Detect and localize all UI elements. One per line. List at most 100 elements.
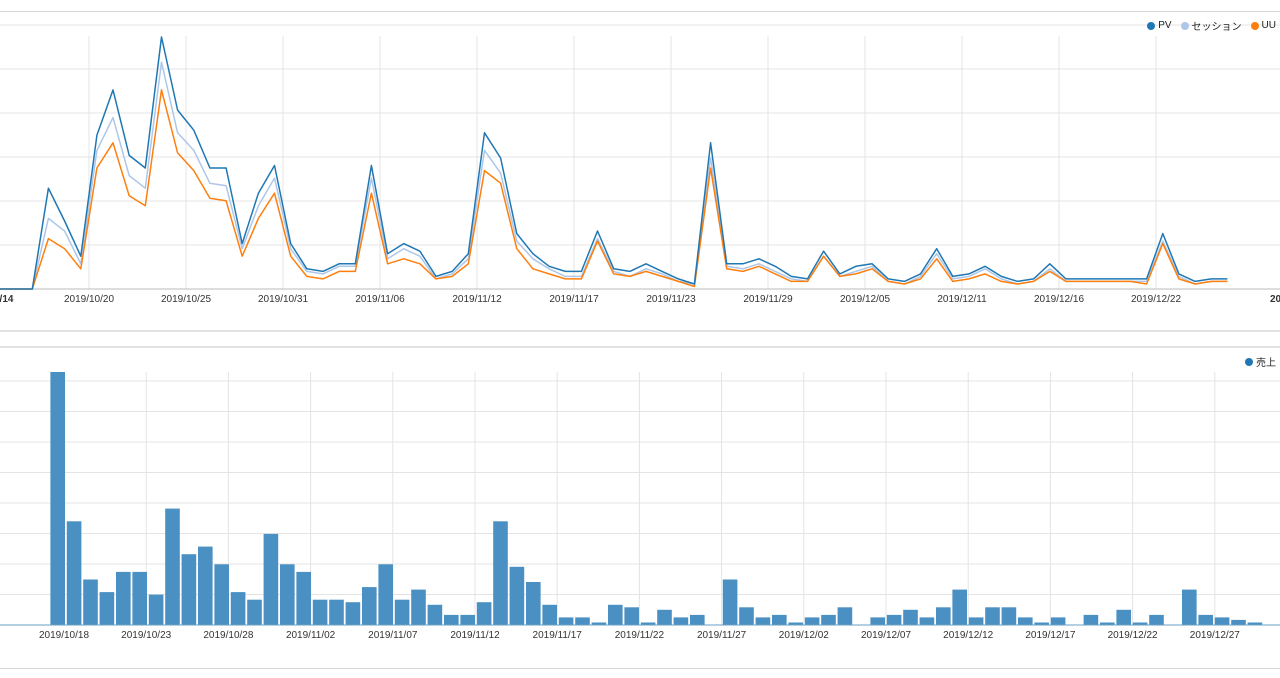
sales-bar[interactable] [296,571,311,625]
x-tick-label: 2019/12/17 [1025,630,1075,641]
sales-bar[interactable] [788,622,803,626]
sales-bar[interactable] [673,617,689,625]
sales-bar[interactable] [50,372,65,625]
sales-bar[interactable] [345,602,361,625]
x-tick-label: 2019/10/28 [203,630,253,641]
sales-bar[interactable] [772,614,787,625]
x-tick-label: 2019/10/18 [39,630,89,641]
series-line-uu [0,89,1228,290]
legend-dot-pv [1147,21,1156,30]
sales-bar[interactable] [411,589,426,625]
sales-bar[interactable] [263,533,279,625]
sales-bar[interactable] [214,564,229,625]
sales-bar[interactable] [870,617,885,625]
x-tick-label: 2019/12/05 [840,294,890,305]
sales-bar[interactable] [1050,617,1066,625]
sales-bar[interactable] [1018,617,1033,625]
x-tick-label: 2019/11/07 [368,630,418,641]
legend-item-uu[interactable]: UU [1250,20,1276,31]
sales-bar[interactable] [591,622,607,626]
sales-bar[interactable] [755,617,771,625]
sales-bar[interactable] [821,614,836,625]
sales-bar[interactable] [1132,622,1148,626]
sales-bar[interactable] [460,614,475,625]
x-tick-label: 2019/11/29 [743,294,793,305]
x-tick-label: 2019/11/12 [452,294,502,305]
x-tick-label: 2019/11/12 [450,630,500,641]
sales-bar[interactable] [542,604,557,625]
sales-bar[interactable] [394,599,410,625]
x-tick-label: 2019/12/27 [1190,630,1240,641]
sales-bar[interactable] [181,554,197,625]
x-tick-label: 2019/12/16 [1034,294,1084,305]
sales-bar[interactable] [148,594,164,625]
sales-bar[interactable] [1116,609,1131,625]
sales-bar[interactable] [690,614,705,625]
sales-bar[interactable] [1214,617,1230,625]
sales-bar[interactable] [165,508,180,625]
sales-bar[interactable] [526,582,541,625]
sales-bar[interactable] [722,579,738,626]
sales-bar[interactable] [444,614,459,625]
sales-bar-chart: 2019/10/18 2019/10/23 2019/10/28 2019/11/02… [0,372,1280,641]
sales-bar[interactable] [329,599,344,625]
sales-chart-panel: 2019/10/18 2019/10/23 2019/10/28 2019/11/02… [0,346,1280,669]
sales-bar[interactable] [509,566,525,625]
legend-item-pv[interactable]: PV [1147,20,1172,31]
sales-bar[interactable] [919,617,935,625]
sales-bar[interactable] [739,607,754,625]
sales-bar[interactable] [66,521,82,625]
sales-bar[interactable] [936,607,951,625]
legend-dot-sales [1245,357,1253,366]
sales-bar[interactable] [493,521,508,625]
sales-bar[interactable] [280,564,295,625]
legend-label-session: セッション [1191,22,1242,33]
sales-bar[interactable] [575,617,590,625]
sales-bar[interactable] [1083,614,1099,625]
sales-bar[interactable] [1034,622,1049,626]
sales-bar[interactable] [1231,619,1246,625]
sales-bar[interactable] [83,579,98,626]
x-tick-label: 2019/10/23 [121,630,171,641]
sales-bar[interactable] [247,599,262,625]
sales-bar[interactable] [1001,607,1017,625]
sales-bar[interactable] [1149,614,1164,625]
legend-label-uu: UU [1261,20,1276,31]
x-tick-label: 2019/11/06 [355,294,405,305]
legend-item-session[interactable]: セッション [1180,18,1242,33]
sales-bar[interactable] [132,571,147,625]
sales-bar[interactable] [968,617,984,625]
sales-bar[interactable] [99,592,115,625]
sales-bar[interactable] [1100,622,1115,626]
sales-bar[interactable] [886,614,902,625]
sales-bar[interactable] [1198,614,1213,625]
sales-bar[interactable] [640,622,656,626]
sales-bar[interactable] [624,607,639,625]
sales-bar[interactable] [804,617,820,625]
sales-bar[interactable] [837,607,853,625]
x-tick-label: 2019/10/25 [161,294,211,305]
sales-bar[interactable] [427,604,443,625]
sales-bar[interactable] [198,546,213,625]
sales-bar[interactable] [657,609,672,625]
x-tick-label: 2019/12/22 [1108,630,1158,641]
legend-label-sales: 売上 [1256,358,1276,369]
sales-bar[interactable] [1247,622,1263,626]
legend-item-sales[interactable]: 売上 [1245,354,1276,369]
sales-bar[interactable] [558,617,574,625]
sales-bar[interactable] [985,607,1000,625]
traffic-line-chart: 2019/10/20 2019/10/25 2019/10/31 2019/11/06… [0,24,1280,305]
x-tick-label: 2019/11/23 [646,294,696,305]
sales-bar[interactable] [476,602,492,625]
sales-bar[interactable] [312,599,328,625]
x-tick-label: 2019/10/31 [258,294,308,305]
sales-bar[interactable] [1182,589,1197,625]
sales-bar[interactable] [903,609,918,625]
traffic-legend: PV セッション UU [1138,18,1276,33]
sales-bar[interactable] [608,604,623,625]
sales-bar[interactable] [378,564,393,625]
sales-bar[interactable] [362,587,377,625]
sales-bar[interactable] [230,592,246,625]
sales-bar[interactable] [952,589,967,625]
sales-bar[interactable] [116,571,131,625]
